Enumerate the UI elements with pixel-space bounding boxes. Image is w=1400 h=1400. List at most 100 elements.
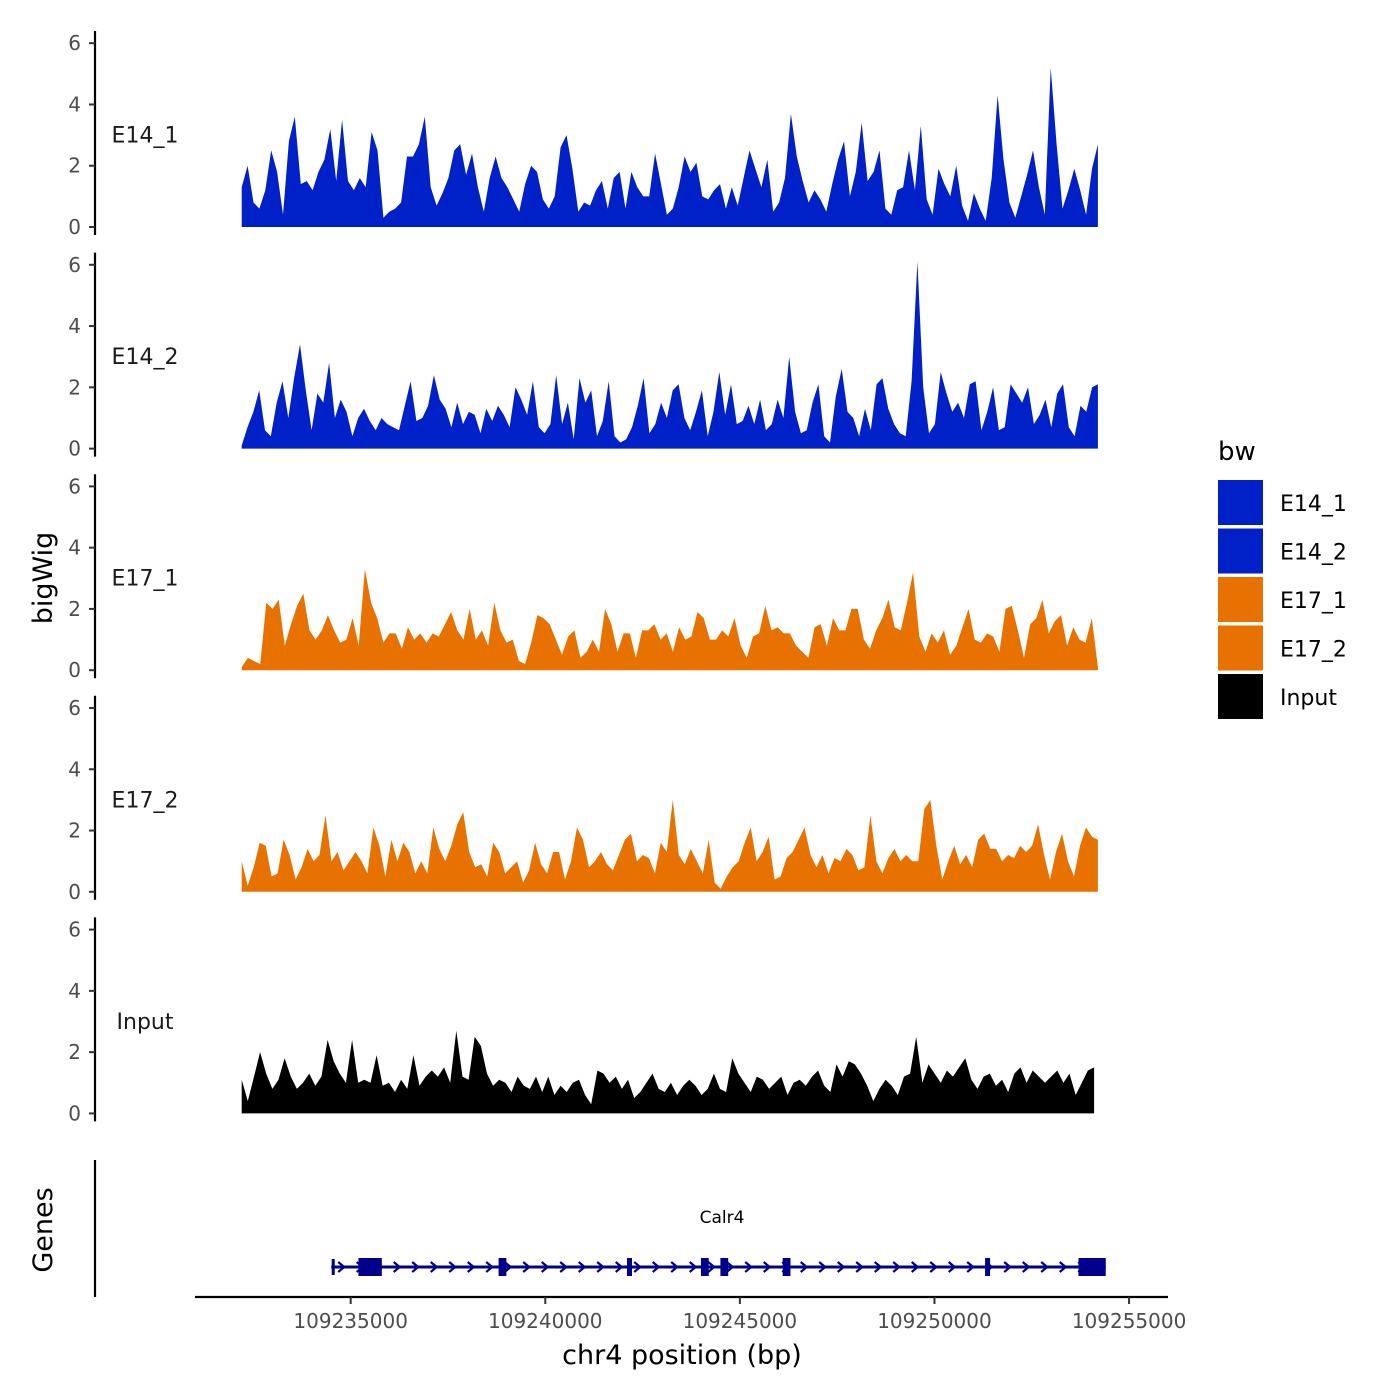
x-axis: 109235000 109240000 109245000 109250000 1092… <box>195 1295 1187 1333</box>
strand-chevron <box>503 1261 513 1273</box>
track-e17-1: 0 2 4 6 E17_1 <box>68 474 1098 682</box>
strand-chevron <box>485 1261 494 1273</box>
x-tick-label: 109240000 <box>488 1309 603 1333</box>
strand-chevron <box>799 1261 809 1273</box>
y-tick-label: 6 <box>68 31 81 55</box>
track-e14-1: 0 2 4 6 E14_1 <box>68 31 1098 239</box>
strand-chevron <box>892 1261 901 1273</box>
gene-exon <box>1078 1258 1106 1276</box>
y-tick-label: 2 <box>68 597 81 621</box>
strand-chevron <box>947 1261 957 1273</box>
strand-chevron <box>614 1261 624 1273</box>
strand-chevron <box>1058 1261 1068 1273</box>
strand-chevron <box>466 1261 476 1273</box>
strand-chevron <box>1003 1261 1012 1273</box>
legend-label: E17_2 <box>1280 638 1347 663</box>
strand-chevron <box>725 1261 735 1273</box>
y-tick-label: 2 <box>68 819 81 843</box>
y-tick-label: 4 <box>68 536 81 560</box>
x-tick-label: 109255000 <box>1072 1309 1187 1333</box>
y-tick-label: 4 <box>68 92 81 116</box>
x-tick-label: 109250000 <box>877 1309 992 1333</box>
x-tick-label: 109235000 <box>293 1309 408 1333</box>
strand-chevron <box>559 1261 568 1273</box>
strand-chevron <box>651 1261 661 1273</box>
gene-exon <box>358 1258 382 1276</box>
y-tick-label: 4 <box>68 314 81 338</box>
y-axis-title: bigWig <box>28 532 59 625</box>
strand-chevron <box>392 1261 402 1273</box>
strand-chevron <box>818 1261 827 1273</box>
y-tick-label: 6 <box>68 474 81 498</box>
y-tick-label: 2 <box>68 375 81 399</box>
strand-chevron <box>929 1261 938 1273</box>
coverage-area-e17-2 <box>241 799 1098 892</box>
strand-chevron <box>1040 1261 1049 1273</box>
legend-title: bw <box>1218 437 1256 467</box>
track-label: E17_2 <box>112 788 179 813</box>
strand-chevron <box>762 1261 772 1273</box>
coverage-area-e17-1 <box>241 569 1098 671</box>
y-tick-label: 0 <box>68 215 81 239</box>
gene-track <box>93 1160 1106 1297</box>
strand-chevron <box>337 1261 346 1273</box>
legend-swatch <box>1218 674 1263 719</box>
strand-chevron <box>448 1261 457 1273</box>
track-label: Input <box>117 1010 174 1035</box>
legend-label: E14_2 <box>1280 541 1347 566</box>
strand-chevron <box>744 1261 753 1273</box>
gene-exon <box>720 1258 729 1276</box>
x-tick-label: 109245000 <box>683 1309 798 1333</box>
gene-exon <box>627 1258 633 1276</box>
tracks-layer: 0 2 4 6 E14_1 0 2 4 6 E14_2 0 2 4 6 E17_1 0 2 4 6 E17_2 0 2 4 6… <box>68 31 1098 1125</box>
gene-label: Calr4 <box>700 1208 745 1228</box>
legend-swatch <box>1218 625 1263 671</box>
legend-label: E14_1 <box>1280 492 1347 517</box>
y-tick-label: 6 <box>68 918 81 942</box>
legend-swatch <box>1218 577 1263 622</box>
track-label: E17_1 <box>112 567 179 592</box>
track-input: 0 2 4 6 Input <box>68 917 1095 1125</box>
gene-exon <box>700 1258 709 1276</box>
y-tick-label: 0 <box>68 880 81 904</box>
y-tick-label: 4 <box>68 757 81 781</box>
strand-chevron <box>522 1261 531 1273</box>
y-tick-label: 6 <box>68 696 81 720</box>
track-label: E14_1 <box>112 123 179 148</box>
strand-chevron <box>670 1261 679 1273</box>
x-axis-title: chr4 position (bp) <box>562 1340 802 1371</box>
legend-label: Input <box>1280 686 1337 711</box>
genes-axis-title: Genes <box>28 1187 59 1272</box>
strand-chevron <box>836 1261 846 1273</box>
track-e17-2: 0 2 4 6 E17_2 <box>68 695 1098 904</box>
strand-chevron <box>688 1261 698 1273</box>
strand-chevron <box>577 1261 587 1273</box>
strand-chevron <box>633 1261 642 1273</box>
y-tick-label: 0 <box>68 1101 81 1125</box>
coverage-area-e14-1 <box>241 67 1098 227</box>
strand-chevron <box>429 1261 439 1273</box>
strand-chevron <box>596 1261 605 1273</box>
strand-chevron <box>910 1261 920 1273</box>
strand-chevron <box>707 1261 716 1273</box>
legend: E14_1 E14_2 E17_1 E17_2 Input <box>1218 480 1347 719</box>
strand-chevron <box>411 1261 420 1273</box>
legend-swatch <box>1218 528 1263 574</box>
strand-chevron <box>873 1261 883 1273</box>
y-tick-label: 6 <box>68 253 81 277</box>
strand-chevron <box>966 1261 975 1273</box>
gene-exon <box>782 1258 791 1276</box>
y-tick-label: 0 <box>68 437 81 461</box>
y-tick-label: 2 <box>68 154 81 178</box>
legend-label: E17_1 <box>1280 589 1347 614</box>
legend-swatch <box>1218 480 1263 525</box>
y-tick-label: 0 <box>68 658 81 682</box>
y-tick-label: 2 <box>68 1040 81 1064</box>
track-e14-2: 0 2 4 6 E14_2 <box>68 252 1098 461</box>
track-label: E14_2 <box>112 345 179 370</box>
strand-chevron <box>1021 1261 1031 1273</box>
coverage-area-input <box>241 1030 1095 1114</box>
strand-chevron <box>540 1261 550 1273</box>
y-tick-label: 4 <box>68 979 81 1003</box>
